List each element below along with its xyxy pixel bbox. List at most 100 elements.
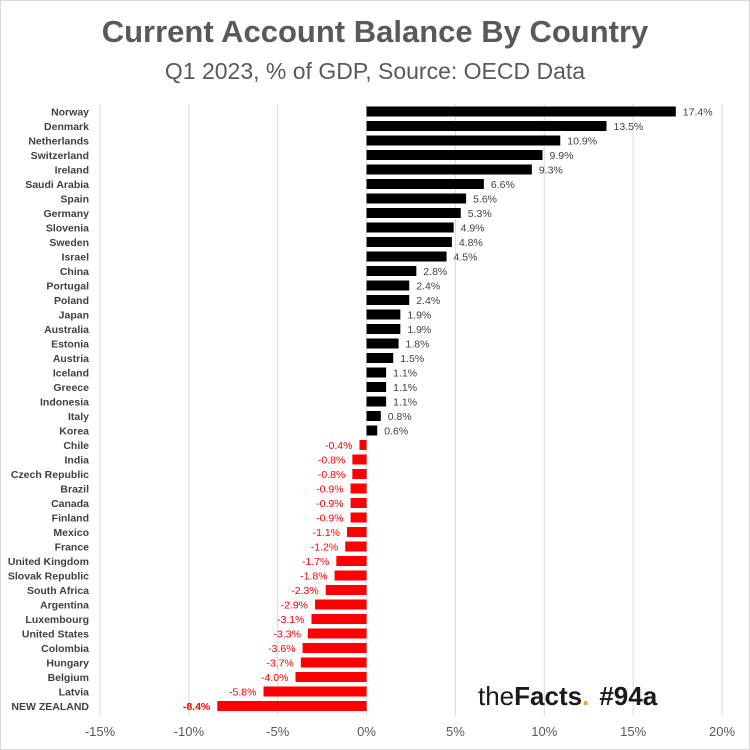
bar [366,237,452,247]
bar [263,686,367,697]
category-label: Belgium [48,672,89,684]
data-label: 5.6% [473,194,497,206]
data-label: -1.8% [300,571,327,583]
category-label: Luxembourg [25,614,89,626]
bar [366,266,417,276]
bar [307,628,367,639]
category-label: NEW ZEALAND [11,701,89,713]
data-label: 4.9% [461,223,485,235]
data-label: 1.1% [393,397,417,409]
bar [366,309,401,320]
category-label: Hungary [46,658,89,670]
data-label: 0.6% [384,426,408,438]
category-label: Indonesia [40,397,89,409]
category-label: Latvia [59,687,90,699]
brand-dot: . [582,681,590,711]
data-label: -0.9% [316,498,343,510]
x-tick-label: -5% [266,724,290,739]
brand-logo: theFacts. #94a [478,681,657,712]
category-label: Slovenia [46,223,89,235]
data-label: 4.5% [454,252,478,264]
x-tick-label: 10% [531,724,557,739]
data-label: 1.9% [407,310,431,322]
bar [366,280,410,291]
bar [366,193,467,204]
bar [366,295,410,305]
bar [366,338,399,349]
bar [352,469,367,479]
bar [300,657,367,668]
data-label: 1.8% [406,339,430,351]
x-tick-label: 20% [709,724,735,739]
brand-the: the [478,681,515,711]
data-label: 13.5% [613,121,643,133]
category-label: Colombia [41,643,89,655]
data-label: -1.7% [302,556,329,568]
bar [334,570,367,581]
data-label: 9.3% [539,165,563,177]
bar [366,324,401,334]
category-label: China [60,266,89,278]
bar [345,541,367,552]
data-label: -3.6% [268,643,295,655]
bar [366,208,461,218]
category-label: Finland [52,513,89,525]
category-label: France [55,542,90,554]
category-label: Austria [53,353,89,365]
data-label: -2.3% [291,585,318,597]
bar [325,585,367,595]
data-label: 2.4% [416,295,440,307]
category-label: United States [22,629,89,641]
bar [366,135,561,146]
x-tick-label: 5% [446,724,465,739]
category-label: Portugal [46,281,89,293]
bar [366,106,676,117]
category-label: Brazil [60,484,89,496]
bar [366,396,387,407]
data-label: -1.1% [313,527,340,539]
data-label: -0.4% [325,440,352,452]
bar [366,411,381,421]
data-label: 2.8% [423,266,447,278]
bar [311,614,367,624]
data-label: 6.6% [491,179,515,191]
bar [295,672,367,682]
category-label: Saudi Arabia [25,179,89,191]
bar [336,556,367,566]
category-label: Italy [68,411,89,423]
data-label: 17.4% [683,107,713,119]
bar [366,353,394,363]
bar [352,454,367,465]
category-label: Chile [63,440,89,452]
data-label: 9.9% [550,150,574,162]
data-label: -5.8% [229,687,256,699]
bar [366,251,447,262]
category-label: Slovak Republic [8,571,89,583]
data-label: -0.8% [318,469,345,481]
category-label: Czech Republic [11,469,89,481]
category-label: Greece [53,382,89,394]
data-label: -4.0% [261,672,288,684]
category-label: Netherlands [28,136,89,148]
bar [366,425,378,436]
brand-facts: Facts [514,681,583,711]
category-label: Sweden [49,237,89,249]
data-label: 1.9% [407,324,431,336]
data-label: -0.9% [316,513,343,525]
brand-tag: #94a [599,681,658,711]
category-label: Israel [62,252,90,264]
chart-subtitle: Q1 2023, % of GDP, Source: OECD Data [164,58,586,84]
category-label: Poland [54,295,89,307]
bar [366,121,607,131]
x-tick-label: -15% [85,724,116,739]
category-label: Switzerland [31,150,89,162]
bar [302,643,367,653]
bar [366,150,543,160]
category-label: United Kingdom [8,556,89,568]
category-label: South Africa [27,585,89,597]
bar [217,701,367,711]
x-tick-label: -10% [174,724,205,739]
x-tick-label: 15% [620,724,646,739]
category-label: Japan [59,310,89,322]
